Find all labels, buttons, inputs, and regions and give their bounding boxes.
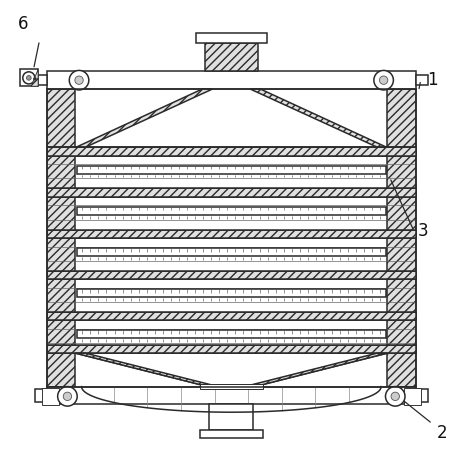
Bar xyxy=(77,165,386,174)
Circle shape xyxy=(391,392,399,400)
Bar xyxy=(42,388,59,405)
Text: 6: 6 xyxy=(18,15,28,33)
Bar xyxy=(196,33,267,43)
Bar xyxy=(46,387,416,404)
Text: 3: 3 xyxy=(418,222,428,240)
Bar xyxy=(77,289,386,297)
Circle shape xyxy=(23,72,35,84)
Bar xyxy=(77,330,386,339)
Bar xyxy=(20,70,38,86)
Bar xyxy=(35,75,46,86)
Bar xyxy=(46,312,416,320)
Bar xyxy=(46,345,416,353)
Bar xyxy=(387,89,416,387)
Polygon shape xyxy=(76,89,213,147)
Circle shape xyxy=(63,392,72,400)
Circle shape xyxy=(379,76,388,84)
Bar xyxy=(209,404,253,430)
Bar xyxy=(404,388,421,405)
Text: 2: 2 xyxy=(437,424,447,442)
Bar xyxy=(46,229,416,238)
Bar xyxy=(416,75,428,86)
Polygon shape xyxy=(245,353,387,387)
Bar xyxy=(200,384,263,389)
Bar xyxy=(205,43,258,71)
Circle shape xyxy=(27,75,31,80)
Bar xyxy=(46,147,416,155)
Circle shape xyxy=(385,387,405,406)
Circle shape xyxy=(33,77,36,80)
Text: 1: 1 xyxy=(427,71,438,89)
Bar xyxy=(46,89,416,387)
Polygon shape xyxy=(75,353,219,387)
Bar xyxy=(77,207,386,215)
Circle shape xyxy=(374,71,393,90)
Polygon shape xyxy=(250,89,386,147)
Bar xyxy=(46,188,416,197)
Bar xyxy=(77,248,386,256)
Bar xyxy=(46,89,75,387)
Bar xyxy=(46,271,416,279)
Circle shape xyxy=(58,387,77,406)
Bar xyxy=(416,389,428,402)
Polygon shape xyxy=(31,70,38,86)
Bar xyxy=(35,389,46,402)
Bar xyxy=(46,71,416,89)
Bar xyxy=(200,430,263,438)
Circle shape xyxy=(75,76,83,84)
Circle shape xyxy=(69,71,89,90)
